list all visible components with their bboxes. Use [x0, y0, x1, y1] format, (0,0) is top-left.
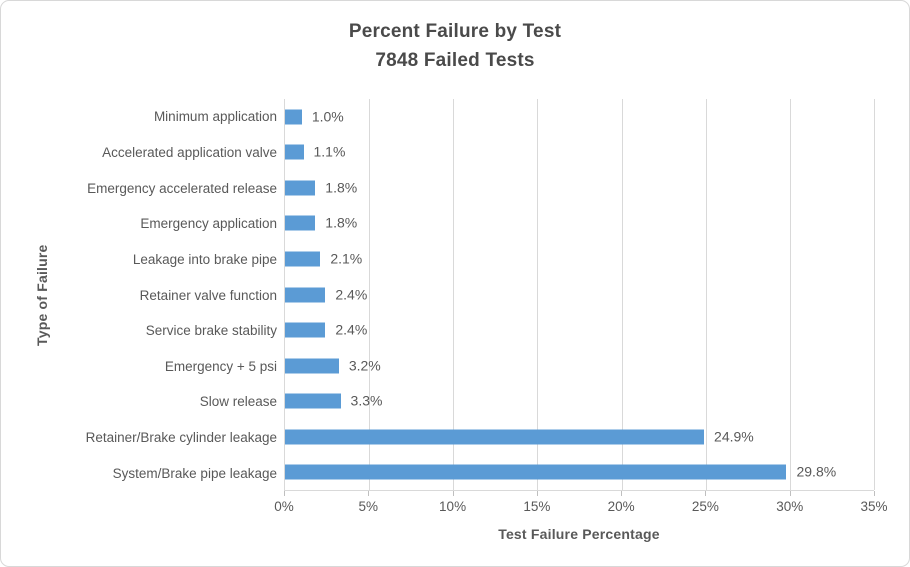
value-label: 1.1%	[313, 143, 346, 160]
value-label: 1.8%	[325, 214, 358, 231]
chart-title-line2: 7848 Failed Tests	[375, 50, 535, 71]
bar	[285, 393, 341, 409]
tick-mark	[621, 491, 623, 496]
category-label: Minimum application	[153, 109, 277, 125]
x-tick-label: 30%	[776, 499, 804, 514]
value-label: 29.8%	[796, 463, 837, 480]
gridline	[874, 99, 875, 490]
value-label: 24.9%	[714, 428, 754, 445]
category-label: Leakage into brake pipe	[132, 251, 277, 267]
tick-mark	[789, 491, 791, 496]
value-label: 1.8%	[325, 179, 358, 196]
bar	[285, 215, 316, 231]
value-label: 3.2%	[348, 357, 381, 374]
x-tick-label: 10%	[439, 499, 467, 514]
x-tick-label: 5%	[358, 499, 379, 514]
bar	[285, 109, 302, 125]
x-tick-label: 0%	[274, 499, 294, 514]
bar	[285, 358, 339, 374]
gridline	[705, 99, 707, 490]
bar	[285, 322, 326, 338]
category-label: Slow release	[199, 394, 277, 410]
category-label: Accelerated application valve	[102, 144, 277, 160]
bar	[285, 144, 304, 160]
chart-title: Percent Failure by Test 7848 Failed Test…	[1, 17, 909, 75]
category-label: Emergency application	[140, 216, 277, 232]
plot-area: 1.0% 1.1% 1.8% 1.8% 2.1% 2.4% 2.4% 3.2% 3.3% 24.9…	[284, 99, 875, 491]
tick-mark	[705, 491, 707, 496]
bar	[285, 251, 321, 267]
bar	[285, 464, 787, 480]
tick-mark	[368, 491, 370, 496]
bar	[285, 287, 326, 302]
bar	[285, 180, 316, 196]
value-label: 2.1%	[330, 250, 363, 267]
category-label: Retainer valve function	[139, 287, 277, 303]
x-tick-label: 15%	[523, 499, 551, 514]
chart-title-line1: Percent Failure by Test	[348, 21, 562, 42]
value-label: 2.4%	[335, 286, 368, 302]
category-label: System/Brake pipe leakage	[112, 465, 277, 481]
gridline	[453, 99, 455, 490]
x-axis-title: Test Failure Percentage	[498, 526, 660, 542]
x-tick-label: 25%	[691, 499, 719, 514]
gridline	[537, 99, 539, 490]
tick-mark	[452, 491, 454, 496]
tick-mark	[874, 491, 875, 496]
category-label: Retainer/Brake cylinder leakage	[85, 430, 277, 446]
category-label: Service brake stability	[145, 323, 277, 339]
value-label: 2.4%	[335, 321, 368, 338]
gridline	[621, 99, 623, 490]
tick-mark	[284, 491, 285, 496]
value-label: 1.0%	[311, 108, 344, 125]
category-label: Emergency accelerated release	[87, 180, 277, 196]
x-axis: 0% 5% 10% 15% 20% 25% 30% 35%	[274, 491, 888, 521]
x-tick-label: 20%	[607, 499, 635, 514]
gridline	[369, 99, 371, 490]
tick-mark	[536, 491, 538, 496]
value-label: 3.3%	[350, 392, 383, 409]
category-axis-labels: Minimum application Accelerated applicati…	[1, 99, 277, 491]
x-tick-label: 35%	[860, 499, 888, 514]
gridline	[789, 99, 791, 490]
bar	[285, 429, 705, 445]
category-label: Emergency + 5 psi	[164, 358, 277, 374]
